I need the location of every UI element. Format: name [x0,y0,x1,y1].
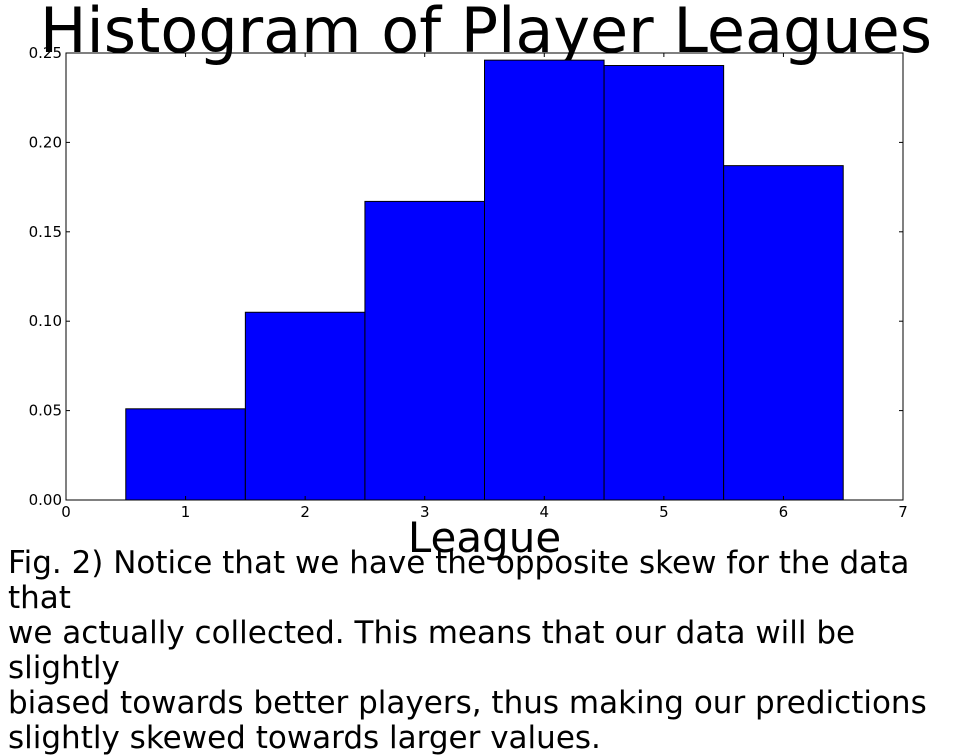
histogram-chart: 0 1 2 3 4 5 6 7 0.00 0.05 0.10 0.15 0.20 0.25 League [29,44,908,562]
histogram-bar-3 [364,200,485,501]
figure-caption: Fig. 2) Notice that we have the opposite… [8,545,927,756]
histogram-bar-2 [244,311,366,501]
y-tick-label: 0.05 [29,402,62,420]
ticks-layer: 0 1 2 3 4 5 6 7 0.00 0.05 0.10 0.15 0.20 0.25 [29,44,908,521]
histogram-bar-1 [125,408,246,501]
x-tick-label: 7 [898,503,908,521]
bars-layer [125,59,844,501]
y-tick-label: 0.00 [29,491,62,509]
x-tick-label: 6 [779,503,789,521]
x-axis-label: League [408,513,561,562]
x-tick-label: 3 [420,503,430,521]
x-tick-label: 2 [300,503,310,521]
histogram-bar-6 [723,165,844,501]
plot-frame [65,52,904,501]
y-tick-label: 0.25 [29,44,62,62]
x-tick-label: 1 [181,503,191,521]
x-tick-label: 0 [61,503,71,521]
y-tick-label: 0.10 [29,312,62,330]
x-tick-label: 4 [540,503,550,521]
y-tick-label: 0.20 [29,133,62,151]
histogram-bar-4 [484,59,605,501]
x-tick-label: 5 [659,503,669,521]
y-tick-label: 0.15 [29,223,62,241]
histogram-bar-5 [603,65,725,501]
